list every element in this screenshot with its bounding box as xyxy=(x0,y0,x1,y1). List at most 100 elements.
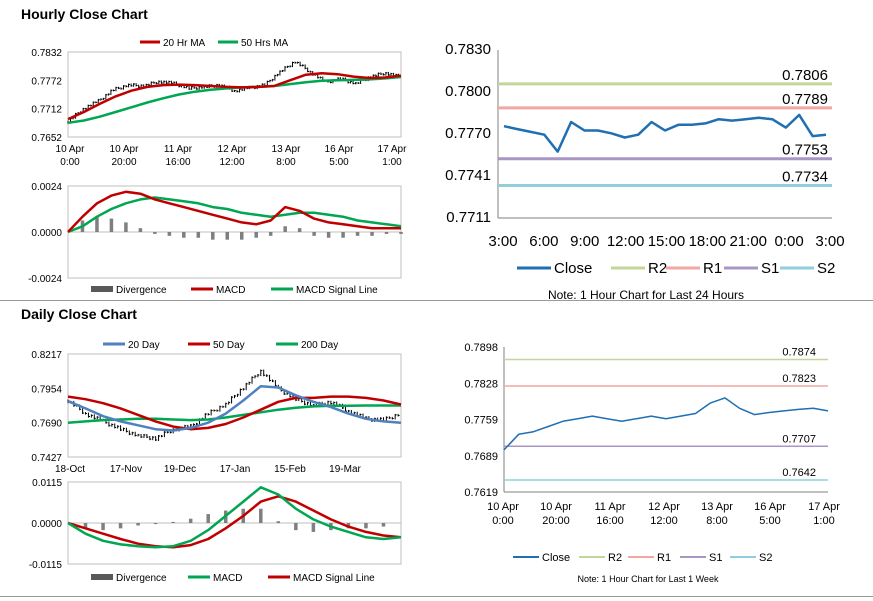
hourly-section-title: Hourly Close Chart xyxy=(21,6,148,22)
hourly-macd-legend-swatch xyxy=(91,286,113,292)
hourly-price-frame xyxy=(67,51,402,138)
daily-section-title: Daily Close Chart xyxy=(21,306,137,322)
weekly-levels-xtick: 0:00 xyxy=(492,515,513,527)
hourly-levels-legend-label: R2 xyxy=(648,260,667,277)
hourly-macd-legend-label: Divergence xyxy=(116,285,167,296)
hourly-macd-signal-line xyxy=(67,196,402,234)
hourly-levels-xtick: 9:00 xyxy=(570,233,599,250)
daily-price-ytick: 0.8217 xyxy=(31,350,62,361)
weekly-levels-r1-label: 0.7823 xyxy=(782,373,816,385)
weekly-levels-r2-label: 0.7874 xyxy=(782,346,816,358)
hourly-price-xtick: 5:00 xyxy=(329,157,349,168)
weekly-levels-ytick: 0.7828 xyxy=(464,378,498,390)
hourly-price-ytick: 0.7832 xyxy=(31,48,62,59)
weekly-levels-ytick: 0.7689 xyxy=(464,451,498,463)
hourly-levels-xtick: 3:00 xyxy=(488,233,517,250)
weekly-levels-s2-label: 0.7642 xyxy=(782,467,816,479)
hourly-levels-s1-label: 0.7753 xyxy=(782,142,828,159)
weekly-levels-ytick: 0.7898 xyxy=(464,342,498,354)
daily-macd-ytick: -0.0115 xyxy=(29,560,63,571)
hourly-levels-r1-label: 0.7789 xyxy=(782,91,828,108)
daily-macd-legend-label: MACD Signal Line xyxy=(293,573,375,584)
daily-200-day-line xyxy=(67,404,401,424)
hourly-levels-s2-label: 0.7734 xyxy=(782,169,828,186)
daily-macd-signal-line xyxy=(67,495,402,549)
weekly-levels-legend-label: R2 xyxy=(608,552,622,564)
daily-macd-line xyxy=(67,486,402,549)
hourly-price-xtick: 11 Apr xyxy=(164,144,193,155)
weekly-levels-xtick: 20:00 xyxy=(542,515,570,527)
section-divider xyxy=(0,300,873,301)
hourly-price-xtick: 20:00 xyxy=(111,157,136,168)
hourly-20hr-ma-line xyxy=(67,72,402,121)
hourly-macd-legend-label: MACD Signal Line xyxy=(296,285,378,296)
weekly-levels-xtick: 10 Apr xyxy=(540,501,572,513)
hourly-levels-ytick: 0.7711 xyxy=(446,209,491,226)
hourly-price-ytick: 0.7772 xyxy=(31,76,62,87)
weekly-levels-xtick: 5:00 xyxy=(759,515,780,527)
weekly-levels-s1-label: 0.7707 xyxy=(782,433,816,445)
daily-price-ytick: 0.7954 xyxy=(31,384,62,395)
hourly-price-xtick: 16:00 xyxy=(165,157,190,168)
daily-price-xtick: 15-Feb xyxy=(274,464,306,475)
daily-price-xtick: 17-Nov xyxy=(110,464,142,475)
hourly-price-xtick: 16 Apr xyxy=(325,144,355,155)
hourly-50hr-ma-line xyxy=(67,75,402,125)
daily-macd-legend-label: MACD xyxy=(213,573,242,584)
daily-macd-ytick: 0.0115 xyxy=(32,478,62,489)
hourly-price-xtick: 12:00 xyxy=(219,157,244,168)
hourly-macd-ytick: 0.0024 xyxy=(31,182,62,193)
hourly-levels-xtick: 21:00 xyxy=(729,233,767,250)
hourly-levels-xtick: 12:00 xyxy=(607,233,645,250)
hourly-levels-ytick: 0.7741 xyxy=(445,167,491,184)
hourly-levels-ytick: 0.7800 xyxy=(445,83,491,100)
hourly-price-xtick: 12 Apr xyxy=(218,144,248,155)
weekly-levels-xtick: 12:00 xyxy=(650,515,678,527)
hourly-price-xtick: 10 Apr xyxy=(56,144,86,155)
daily-price-xtick: 18-Oct xyxy=(55,464,85,475)
hourly-levels-r2-label: 0.7806 xyxy=(782,67,828,84)
hourly-levels-legend-label: Close xyxy=(554,260,592,277)
hourly-levels-note: Note: 1 Hour Chart for Last 24 Hours xyxy=(548,288,744,302)
daily-price-xtick: 17-Jan xyxy=(220,464,251,475)
hourly-price-legend-label: 20 Hr MA xyxy=(163,38,206,49)
hourly-levels-legend-label: R1 xyxy=(703,260,722,277)
daily-price-ytick: 0.7690 xyxy=(31,419,62,430)
daily-price-ytick: 0.7427 xyxy=(31,453,62,464)
hourly-price-xtick: 1:00 xyxy=(382,157,402,168)
weekly-levels-xtick: 13 Apr xyxy=(701,501,733,513)
weekly-levels-legend-label: Close xyxy=(542,552,570,564)
daily-price-xtick: 19-Mar xyxy=(329,464,361,475)
hourly-price-legend-label: 50 Hrs MA xyxy=(241,38,289,49)
bottom-divider xyxy=(0,596,873,597)
weekly-levels-legend-label: S1 xyxy=(709,552,722,564)
hourly-price-xtick: 13 Apr xyxy=(272,144,302,155)
weekly-levels-xtick: 16 Apr xyxy=(754,501,786,513)
hourly-price-ytick: 0.7712 xyxy=(31,105,62,116)
weekly-levels-close-line xyxy=(503,397,829,451)
hourly-price-xtick: 17 Apr xyxy=(378,144,408,155)
hourly-levels-xtick: 0:00 xyxy=(775,233,804,250)
hourly-levels-xtick: 18:00 xyxy=(689,233,727,250)
weekly-levels-xtick: 1:00 xyxy=(813,515,834,527)
daily-50-day-line xyxy=(67,395,402,431)
weekly-levels-xtick: 16:00 xyxy=(596,515,624,527)
daily-price-legend-label: 50 Day xyxy=(213,340,245,351)
hourly-macd-ytick: -0.0024 xyxy=(28,274,62,285)
hourly-levels-legend-label: S1 xyxy=(761,260,779,277)
weekly-levels-xtick: 8:00 xyxy=(706,515,727,527)
hourly-price-ytick: 0.7652 xyxy=(31,133,62,144)
weekly-levels-xtick: 11 Apr xyxy=(595,501,626,513)
hourly-levels-xtick: 3:00 xyxy=(815,233,844,250)
hourly-price-xtick: 10 Apr xyxy=(110,144,140,155)
hourly-macd-line xyxy=(67,190,401,233)
daily-macd-legend-swatch xyxy=(91,574,113,580)
daily-macd-ytick: 0.0000 xyxy=(31,519,62,530)
hourly-levels-close-line xyxy=(503,113,827,153)
weekly-levels-ytick: 0.7619 xyxy=(464,487,498,499)
daily-price-legend-label: 200 Day xyxy=(301,340,338,351)
daily-price-xtick: 19-Dec xyxy=(164,464,196,475)
hourly-levels-legend-label: S2 xyxy=(817,260,835,277)
weekly-levels-xtick: 17 Apr xyxy=(808,501,840,513)
